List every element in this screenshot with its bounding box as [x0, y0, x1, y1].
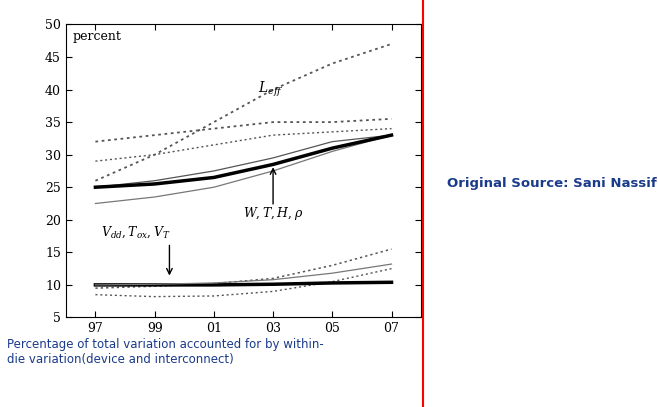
- Text: Original Source: Sani Nassif IBM: Original Source: Sani Nassif IBM: [447, 177, 658, 190]
- Text: $L_{eff}$: $L_{eff}$: [259, 80, 284, 99]
- Text: percent: percent: [73, 30, 122, 43]
- Text: Percentage of total variation accounted for by within-
die variation(device and : Percentage of total variation accounted …: [7, 338, 323, 366]
- Text: $W, T, H, \rho$: $W, T, H, \rho$: [243, 205, 304, 221]
- Text: $V_{dd}, T_{ox}, V_T$: $V_{dd}, T_{ox}, V_T$: [101, 225, 171, 240]
